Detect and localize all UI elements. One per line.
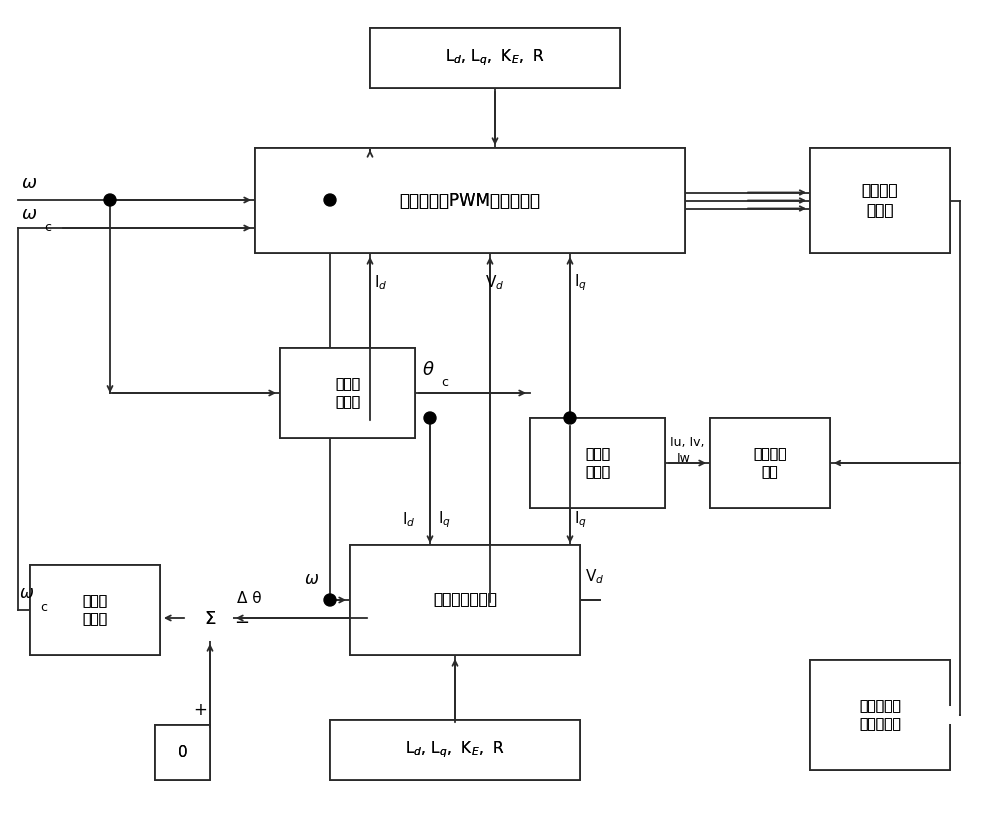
Bar [530, 418, 665, 508]
Text: 永磁同步直
流无刐电机: 永磁同步直 流无刐电机 [859, 699, 901, 731]
Text: 矢量控制及PWM波控制单元: 矢量控制及PWM波控制单元 [400, 192, 540, 210]
Text: θ: θ [423, 361, 434, 379]
Bar [255, 148, 685, 253]
Bar [30, 565, 160, 655]
Text: Σ: Σ [204, 610, 216, 628]
Text: +: + [193, 701, 207, 719]
Text: c: c [40, 601, 47, 614]
Text: I$_d$: I$_d$ [402, 511, 415, 529]
Text: 相位推
定单元: 相位推 定单元 [335, 377, 360, 409]
Text: V$_d$: V$_d$ [585, 567, 604, 586]
Bar [280, 348, 415, 438]
Text: I$_q$: I$_q$ [574, 272, 587, 293]
Bar [155, 725, 210, 780]
Text: ω: ω [20, 584, 34, 602]
Text: 矢量控制及PWM波控制单元: 矢量控制及PWM波控制单元 [400, 192, 540, 210]
Text: ω: ω [22, 174, 37, 192]
Circle shape [424, 412, 436, 424]
Circle shape [942, 707, 958, 723]
Bar [330, 720, 580, 780]
Text: I$_d$: I$_d$ [374, 274, 387, 292]
Text: 相位推
定单元: 相位推 定单元 [335, 377, 360, 409]
Circle shape [324, 194, 336, 206]
Text: L$_d$, L$_q$,  K$_E$,  R: L$_d$, L$_q$, K$_E$, R [445, 47, 545, 68]
Text: Σ: Σ [204, 610, 216, 628]
Text: 0: 0 [178, 745, 187, 760]
Bar [155, 725, 210, 780]
Text: 三相逆变
桥电路: 三相逆变 桥电路 [862, 183, 898, 218]
Text: I$_q$: I$_q$ [574, 510, 587, 531]
Text: 速度推
定单元: 速度推 定单元 [82, 594, 108, 626]
Circle shape [188, 596, 232, 640]
Text: 坐标变
换单元: 坐标变 换单元 [585, 446, 610, 479]
Bar [810, 148, 950, 253]
Text: 速度推
定单元: 速度推 定单元 [82, 594, 108, 626]
Text: I$_q$: I$_q$ [438, 510, 451, 531]
Text: ω: ω [22, 205, 37, 223]
Circle shape [942, 707, 958, 723]
Bar [255, 148, 685, 253]
Bar [810, 148, 950, 253]
Text: 电流检测
单元: 电流检测 单元 [753, 446, 787, 479]
Circle shape [188, 596, 232, 640]
Bar [810, 660, 950, 770]
Text: L$_d$, L$_q$,  K$_E$,  R: L$_d$, L$_q$, K$_E$, R [445, 47, 545, 68]
Bar [350, 545, 580, 655]
Bar [280, 348, 415, 438]
Text: 轴误差估计单元: 轴误差估计单元 [433, 592, 497, 607]
Text: ω: ω [305, 570, 319, 588]
Bar [370, 28, 620, 88]
Bar [30, 565, 160, 655]
Text: −: − [234, 614, 249, 632]
Text: L$_d$, L$_q$,  K$_E$,  R: L$_d$, L$_q$, K$_E$, R [405, 740, 505, 761]
Bar [710, 418, 830, 508]
Text: 电流检测
单元: 电流检测 单元 [753, 446, 787, 479]
Text: 永磁同步直
流无刐电机: 永磁同步直 流无刐电机 [859, 699, 901, 731]
Text: V$_d$: V$_d$ [485, 274, 504, 292]
Bar [530, 418, 665, 508]
Text: Iu, Iv,: Iu, Iv, [670, 436, 704, 449]
Bar [330, 720, 580, 780]
Text: Δ θ: Δ θ [237, 591, 262, 606]
Circle shape [324, 594, 336, 606]
Text: 轴误差估计单元: 轴误差估计单元 [433, 592, 497, 607]
Bar [710, 418, 830, 508]
Bar [370, 28, 620, 88]
Text: Iw: Iw [677, 452, 691, 465]
Circle shape [104, 194, 116, 206]
Bar [810, 660, 950, 770]
Text: c: c [441, 376, 448, 389]
Circle shape [564, 412, 576, 424]
Bar [350, 545, 580, 655]
Text: L$_d$, L$_q$,  K$_E$,  R: L$_d$, L$_q$, K$_E$, R [405, 740, 505, 761]
Text: 三相逆变
桥电路: 三相逆变 桥电路 [862, 183, 898, 218]
Text: 坐标变
换单元: 坐标变 换单元 [585, 446, 610, 479]
Text: 0: 0 [178, 745, 187, 760]
Text: c: c [44, 221, 51, 234]
